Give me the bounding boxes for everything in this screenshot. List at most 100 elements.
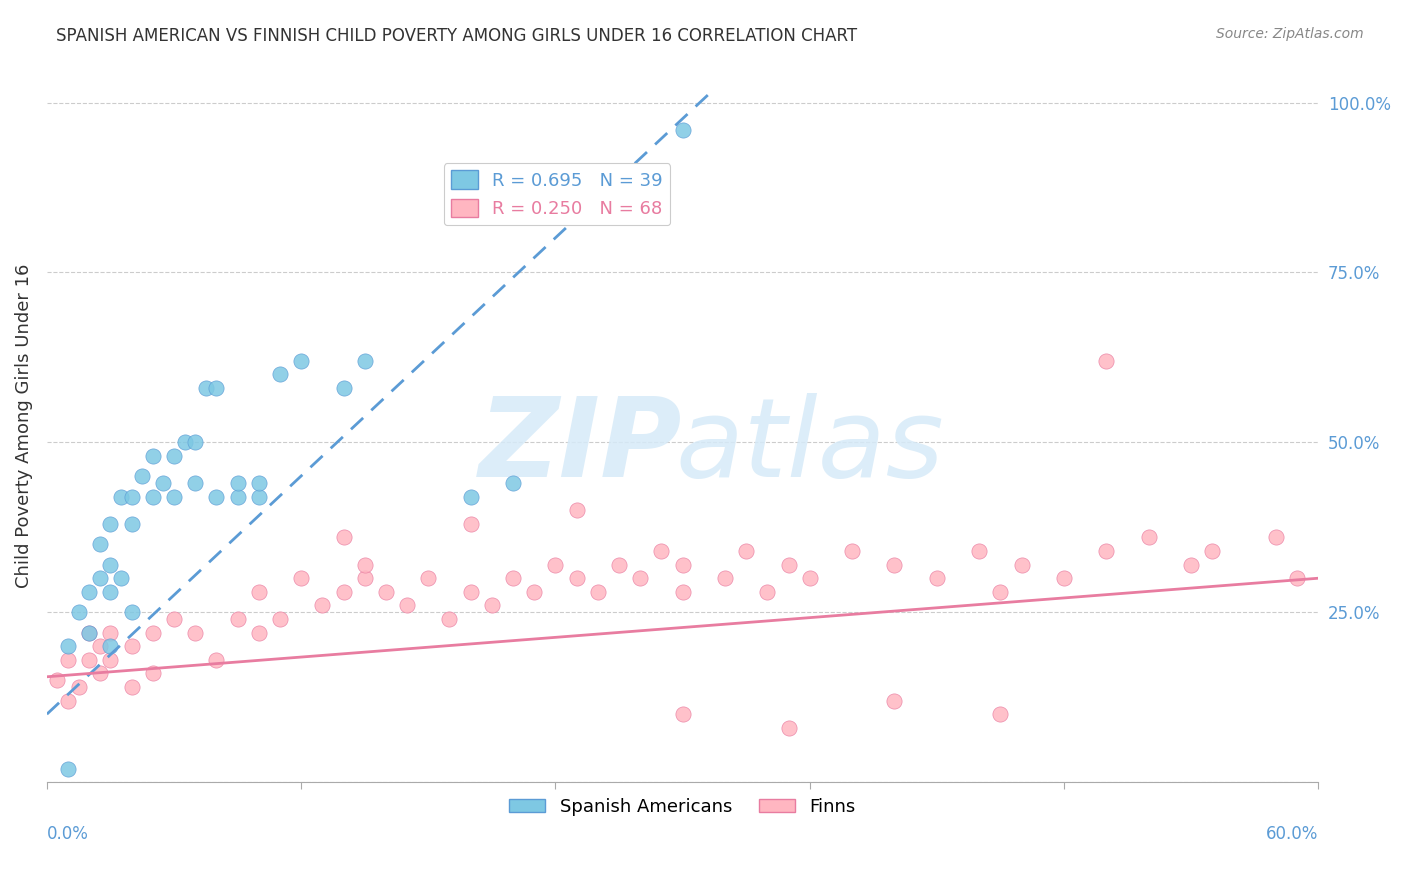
Point [332, 531, 354, 545]
Point [100, 653, 122, 667]
Point [565, 503, 588, 517]
Point [56, 639, 79, 653]
Point [46, 673, 69, 688]
Point [205, 653, 228, 667]
Point [481, 599, 503, 613]
Point [439, 612, 461, 626]
Point [778, 558, 800, 572]
Point [247, 625, 270, 640]
Point [628, 571, 651, 585]
Point [1137, 531, 1160, 545]
Point [671, 122, 693, 136]
Point [1264, 531, 1286, 545]
Point [142, 490, 165, 504]
Point [883, 558, 905, 572]
Point [756, 584, 779, 599]
Text: Source: ZipAtlas.com: Source: ZipAtlas.com [1216, 27, 1364, 41]
Point [502, 571, 524, 585]
Point [205, 381, 228, 395]
Point [374, 584, 396, 599]
Point [247, 490, 270, 504]
Text: atlas: atlas [675, 393, 943, 500]
Point [607, 558, 630, 572]
Point [671, 707, 693, 722]
Point [460, 584, 482, 599]
Point [883, 693, 905, 707]
Point [269, 612, 291, 626]
Point [89, 571, 111, 585]
Point [100, 558, 122, 572]
Point [142, 666, 165, 681]
Point [353, 558, 375, 572]
Point [184, 435, 207, 450]
Point [163, 490, 186, 504]
Point [311, 599, 333, 613]
Point [121, 490, 143, 504]
Point [1011, 558, 1033, 572]
Point [990, 707, 1012, 722]
Point [269, 368, 291, 382]
Point [396, 599, 419, 613]
Point [799, 571, 821, 585]
Point [1095, 353, 1118, 368]
Point [418, 571, 440, 585]
Point [67, 680, 90, 694]
Point [332, 381, 354, 395]
Point [77, 625, 100, 640]
Point [353, 353, 375, 368]
Point [925, 571, 948, 585]
Point [100, 584, 122, 599]
Point [247, 476, 270, 491]
Point [131, 469, 153, 483]
Point [671, 584, 693, 599]
Point [100, 625, 122, 640]
Point [67, 605, 90, 619]
Point [290, 353, 312, 368]
Point [184, 625, 207, 640]
Point [650, 544, 672, 558]
Legend: Spanish Americans, Finns: Spanish Americans, Finns [502, 790, 863, 823]
Point [967, 544, 990, 558]
Text: ZIP: ZIP [479, 393, 683, 500]
Point [77, 653, 100, 667]
Point [89, 666, 111, 681]
Text: 0.0%: 0.0% [46, 825, 89, 843]
Point [290, 571, 312, 585]
Point [121, 605, 143, 619]
Point [56, 693, 79, 707]
Point [100, 639, 122, 653]
Point [173, 435, 195, 450]
Point [194, 381, 217, 395]
Point [778, 721, 800, 735]
Point [226, 612, 249, 626]
Point [353, 571, 375, 585]
Point [565, 571, 588, 585]
Point [163, 449, 186, 463]
Point [110, 490, 132, 504]
Point [460, 490, 482, 504]
Point [163, 612, 186, 626]
Point [1180, 558, 1202, 572]
Point [56, 653, 79, 667]
Point [121, 516, 143, 531]
Point [247, 584, 270, 599]
Point [89, 537, 111, 551]
Point [523, 584, 546, 599]
Point [586, 584, 609, 599]
Point [1095, 544, 1118, 558]
Point [77, 625, 100, 640]
Point [121, 639, 143, 653]
Point [205, 490, 228, 504]
Point [1053, 571, 1076, 585]
Y-axis label: Child Poverty Among Girls Under 16: Child Poverty Among Girls Under 16 [15, 263, 32, 588]
Point [89, 639, 111, 653]
Point [1201, 544, 1223, 558]
Point [1286, 571, 1309, 585]
Point [184, 476, 207, 491]
Point [714, 571, 737, 585]
Point [121, 680, 143, 694]
Point [77, 584, 100, 599]
Point [735, 544, 758, 558]
Point [990, 584, 1012, 599]
Point [142, 449, 165, 463]
